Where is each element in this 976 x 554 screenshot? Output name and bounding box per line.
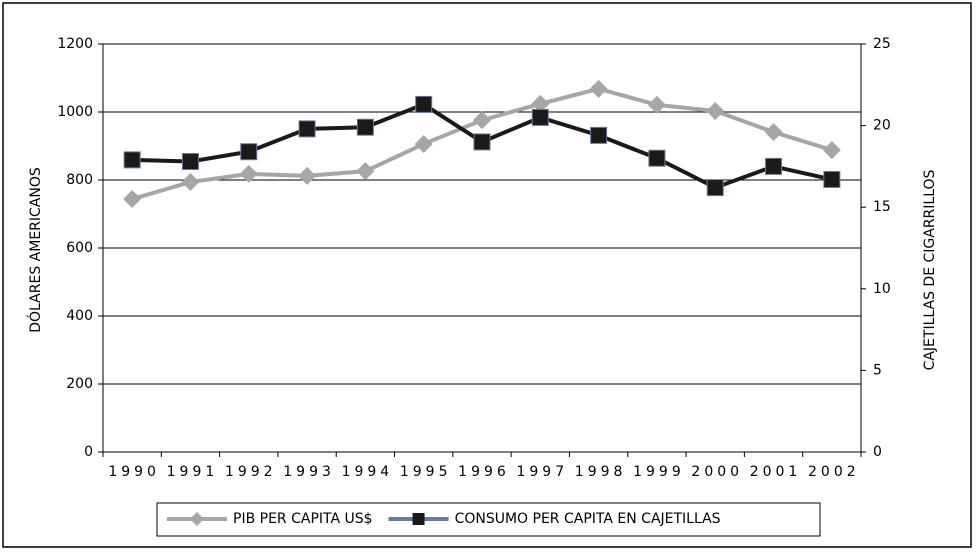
- x-tick-label: 1996: [458, 464, 510, 480]
- point: [764, 123, 783, 142]
- x-tick-label: 2002: [808, 464, 860, 480]
- x-tick-label: 1999: [633, 464, 685, 480]
- x-tick-label: 1997: [516, 464, 568, 480]
- point: [822, 141, 841, 160]
- legend-marker: [190, 512, 204, 526]
- x-tick-label: 1991: [167, 464, 219, 480]
- x-tick-label: 1993: [283, 464, 335, 480]
- x-tick-label: 2001: [750, 464, 802, 480]
- point: [414, 134, 433, 153]
- y-tick-label: 400: [66, 308, 93, 324]
- point: [648, 149, 666, 167]
- legend-label: PIB PER CAPITA US$: [233, 511, 373, 527]
- point: [647, 95, 666, 114]
- legend-box: [156, 502, 821, 537]
- point: [823, 170, 841, 188]
- point: [239, 164, 258, 183]
- y-tick-label: 800: [66, 172, 93, 188]
- y2-tick-label: 25: [873, 36, 891, 52]
- point: [531, 94, 550, 113]
- y-tick-label: 200: [66, 376, 93, 392]
- point: [123, 190, 142, 209]
- point: [181, 173, 200, 192]
- y-tick-label: 1200: [57, 36, 93, 52]
- y2-tick-label: 20: [873, 118, 891, 134]
- y2-tick-label: 5: [873, 362, 882, 378]
- x-tick-label: 1995: [400, 464, 452, 480]
- y2-axis-label: CAJETILLAS DE CIGARRILLOS: [922, 169, 938, 370]
- point: [356, 162, 375, 181]
- x-tick-label: 1992: [225, 464, 277, 480]
- y2-tick-label: 10: [873, 281, 891, 297]
- x-tick-label: 1994: [342, 464, 394, 480]
- point: [706, 179, 724, 197]
- frame: [2, 2, 972, 548]
- y-tick-label: 1000: [57, 104, 93, 120]
- point: [473, 111, 491, 130]
- point: [181, 153, 199, 171]
- point: [240, 143, 258, 161]
- x-tick-label: 2000: [691, 464, 743, 480]
- point: [356, 118, 374, 136]
- point: [531, 108, 549, 126]
- y-tick-label: 600: [66, 240, 93, 256]
- y2-tick-label: 15: [873, 199, 891, 215]
- point: [706, 101, 725, 120]
- point: [473, 133, 491, 151]
- x-tick-label: 1990: [108, 464, 160, 480]
- y2-tick-label: 0: [873, 444, 882, 460]
- point: [123, 151, 141, 169]
- point: [298, 120, 316, 138]
- legend-label: CONSUMO PER CAPITA EN CAJETILLAS: [455, 511, 721, 527]
- point: [590, 126, 608, 144]
- legend-marker: [412, 513, 425, 525]
- y-tick-label: 0: [84, 444, 93, 460]
- point: [589, 79, 608, 98]
- point: [415, 95, 433, 113]
- x-tick-label: 1998: [575, 464, 627, 480]
- point: [765, 157, 783, 175]
- y-axis-label: DÓLARES AMERICANOS: [26, 167, 44, 333]
- point: [298, 166, 317, 185]
